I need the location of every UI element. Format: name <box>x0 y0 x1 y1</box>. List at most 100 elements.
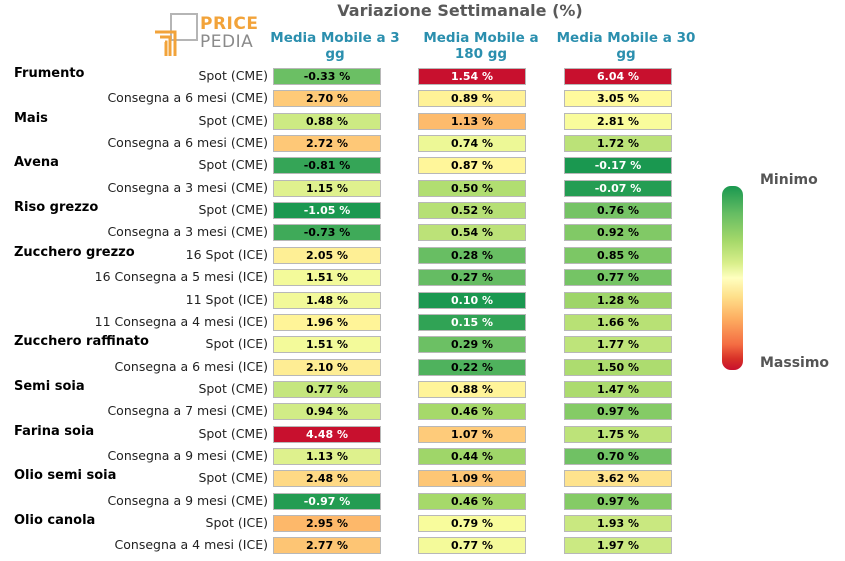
heatmap-cell: 1.75 % <box>564 425 672 443</box>
contract-label: Spot (ICE) <box>205 336 268 352</box>
heatmap-cell: 0.94 % <box>273 403 381 421</box>
heatmap-cell: 2.10 % <box>273 358 381 376</box>
column-header-3gg: Media Mobile a 3 gg <box>270 30 400 62</box>
heatmap-cell: 0.50 % <box>418 179 526 197</box>
contract-label: Consegna a 6 mesi (CME) <box>107 90 268 106</box>
heatmap-cell: 2.05 % <box>273 246 381 264</box>
heatmap-cell: 1.51 % <box>273 269 381 287</box>
contract-label: Spot (CME) <box>198 380 268 396</box>
heatmap-cell: 1.97 % <box>564 537 672 555</box>
heatmap-cell: 0.15 % <box>418 313 526 331</box>
heatmap-cell: 3.62 % <box>564 470 672 488</box>
heatmap-cell: -0.73 % <box>273 224 381 242</box>
commodity-label: Avena <box>14 155 59 171</box>
contract-label: 16 Consegna a 5 mesi (ICE) <box>94 269 268 285</box>
heatmap-cell: 0.89 % <box>418 90 526 108</box>
heatmap-cell: 1.13 % <box>418 112 526 130</box>
heatmap-cell: 0.74 % <box>418 135 526 153</box>
contract-label: Spot (CME) <box>198 157 268 173</box>
column-header-180gg: Media Mobile a 180 gg <box>423 30 539 62</box>
heatmap-cell: -0.97 % <box>273 492 381 510</box>
legend-max-label: Massimo <box>760 355 830 371</box>
heatmap-cell: 1.54 % <box>418 68 526 85</box>
heatmap-cell: 0.22 % <box>418 358 526 376</box>
heatmap-cell: 0.77 % <box>273 380 381 398</box>
contract-label: Spot (ICE) <box>205 515 268 530</box>
heatmap-cell: 0.77 % <box>418 537 526 555</box>
heatmap-cell: 0.44 % <box>418 447 526 465</box>
heatmap-cell: 0.88 % <box>273 112 381 130</box>
commodity-label: Mais <box>14 110 48 126</box>
heatmap-cell: 0.10 % <box>418 291 526 309</box>
contract-label: 11 Spot (ICE) <box>185 291 268 307</box>
heatmap-cell: 0.27 % <box>418 269 526 287</box>
heatmap-cell: 0.70 % <box>564 447 672 465</box>
heatmap-cell: 1.47 % <box>564 380 672 398</box>
heatmap-cell: 0.28 % <box>418 246 526 264</box>
heatmap-cell: 0.77 % <box>564 269 672 287</box>
contract-label: 11 Consegna a 4 mesi (ICE) <box>94 313 268 329</box>
heatmap-cell: 0.46 % <box>418 492 526 510</box>
heatmap-cell: 1.72 % <box>564 135 672 153</box>
heatmap-cell: 1.48 % <box>273 291 381 309</box>
heatmap-cell: 1.66 % <box>564 313 672 331</box>
heatmap-cell: 1.07 % <box>418 425 526 443</box>
heatmap-cell: -0.17 % <box>564 157 672 175</box>
heatmap-cell: 1.93 % <box>564 515 672 532</box>
contract-label: Consegna a 9 mesi (CME) <box>107 447 268 463</box>
heatmap-cell: 2.70 % <box>273 90 381 108</box>
contract-label: Consegna a 6 mesi (CME) <box>107 135 268 151</box>
commodity-label: Frumento <box>14 66 85 81</box>
contract-label: Consegna a 3 mesi (CME) <box>107 179 268 195</box>
contract-label: Consegna a 9 mesi (CME) <box>107 492 268 508</box>
pricepedia-logo <box>153 12 253 58</box>
heatmap-cell: 1.51 % <box>273 336 381 354</box>
heatmap-cell: 1.09 % <box>418 470 526 488</box>
contract-label: 16 Spot (ICE) <box>185 246 268 262</box>
heatmap-cell: 0.97 % <box>564 403 672 421</box>
commodity-label: Olio semi soia <box>14 468 117 484</box>
commodity-label: Olio canola <box>14 513 96 528</box>
contract-label: Spot (CME) <box>198 68 268 83</box>
heatmap-cell: 2.81 % <box>564 112 672 130</box>
logo-mark-icon <box>155 13 198 56</box>
contract-label: Spot (CME) <box>198 470 268 486</box>
commodity-label: Semi soia <box>14 378 85 394</box>
heatmap-cell: 0.87 % <box>418 157 526 175</box>
logo-price-text: PRICE <box>200 14 259 34</box>
heatmap-cell: 1.96 % <box>273 313 381 331</box>
commodity-label: Zucchero grezzo <box>14 244 135 260</box>
chart-title: Variazione Settimanale (%) <box>337 1 583 20</box>
contract-label: Spot (CME) <box>198 425 268 441</box>
contract-label: Spot (CME) <box>198 202 268 218</box>
commodity-label: Zucchero raffinato <box>14 334 149 350</box>
column-header-30gg: Media Mobile a 30 gg <box>556 30 696 62</box>
heatmap-cell: 0.46 % <box>418 403 526 421</box>
heatmap-cell: 1.50 % <box>564 358 672 376</box>
heatmap-cell: 0.88 % <box>418 380 526 398</box>
heatmap-cell: 0.97 % <box>564 492 672 510</box>
heatmap-cell: 4.48 % <box>273 425 381 443</box>
heatmap-cell: -0.07 % <box>564 179 672 197</box>
contract-label: Consegna a 3 mesi (CME) <box>107 224 268 240</box>
heatmap-cell: 6.04 % <box>564 68 672 85</box>
contract-label: Consegna a 7 mesi (CME) <box>107 403 268 419</box>
heatmap-cell: 3.05 % <box>564 90 672 108</box>
heatmap-cell: 1.28 % <box>564 291 672 309</box>
heatmap-cell: 0.85 % <box>564 246 672 264</box>
heatmap-cell: 0.79 % <box>418 515 526 532</box>
contract-label: Consegna a 6 mesi (ICE) <box>114 358 268 374</box>
heatmap-cell: -0.81 % <box>273 157 381 175</box>
heatmap-cell: 1.15 % <box>273 179 381 197</box>
logo-pedia-text: PEDIA <box>200 32 254 52</box>
contract-label: Spot (CME) <box>198 112 268 128</box>
heatmap-cell: 0.54 % <box>418 224 526 242</box>
commodity-label: Farina soia <box>14 423 95 439</box>
heatmap-cell: 1.13 % <box>273 447 381 465</box>
heatmap-cell: 0.92 % <box>564 224 672 242</box>
heatmap-cell: -0.33 % <box>273 68 381 85</box>
legend-min-label: Minimo <box>760 172 818 188</box>
heatmap-cell: 2.95 % <box>273 515 381 532</box>
contract-label: Consegna a 4 mesi (ICE) <box>114 537 268 553</box>
heatmap-cell: 0.76 % <box>564 202 672 220</box>
